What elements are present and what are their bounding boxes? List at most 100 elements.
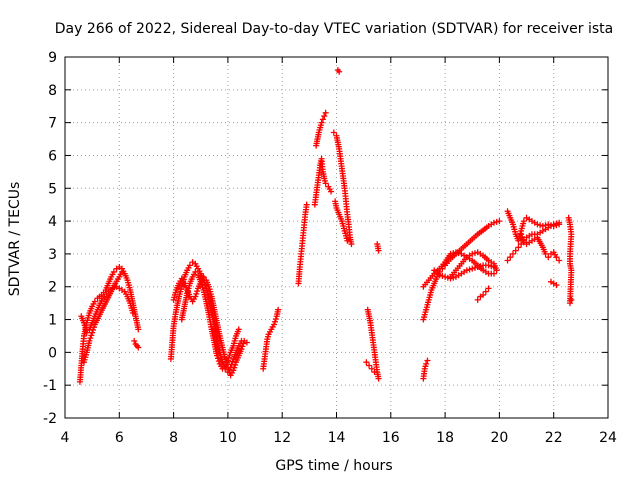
data-point bbox=[545, 221, 552, 228]
data-point bbox=[243, 339, 250, 346]
plot-frame bbox=[64, 56, 609, 419]
data-point bbox=[119, 268, 126, 275]
x-tick-label: 6 bbox=[115, 430, 124, 446]
data-point bbox=[539, 223, 546, 230]
data-point bbox=[344, 237, 351, 244]
data-point bbox=[469, 265, 476, 272]
data-point bbox=[197, 278, 204, 285]
data-point bbox=[507, 254, 514, 261]
data-point bbox=[322, 109, 329, 116]
x-tick-labels: 4 6 8 10 12 14 16 18 20 22 24 bbox=[61, 430, 617, 446]
grid-lines bbox=[65, 57, 608, 418]
chart-title: Day 266 of 2022, Sidereal Day-to-day VTE… bbox=[55, 21, 613, 37]
data-point bbox=[485, 285, 492, 292]
y-tick-label: 1 bbox=[48, 313, 57, 329]
data-point bbox=[463, 267, 470, 274]
data-point bbox=[542, 250, 549, 257]
data-point bbox=[214, 352, 221, 359]
x-tick-label: 24 bbox=[599, 430, 617, 446]
data-point bbox=[192, 268, 199, 275]
x-tick-label: 8 bbox=[169, 430, 178, 446]
x-tick-label: 20 bbox=[490, 430, 508, 446]
data-point bbox=[471, 250, 478, 257]
data-point bbox=[321, 113, 328, 120]
data-point bbox=[515, 244, 522, 251]
data-point bbox=[545, 254, 552, 261]
data-point bbox=[375, 375, 382, 382]
data-point bbox=[556, 257, 563, 264]
data-point bbox=[455, 250, 462, 257]
data-point bbox=[496, 218, 503, 225]
data-point bbox=[450, 250, 457, 257]
y-tick-label: 3 bbox=[48, 247, 57, 263]
data-point bbox=[135, 344, 142, 351]
x-axis-label: GPS time / hours bbox=[275, 458, 392, 474]
y-tick-label: 4 bbox=[48, 214, 57, 230]
data-point bbox=[239, 343, 246, 350]
data-point bbox=[490, 219, 497, 226]
data-point bbox=[447, 250, 454, 257]
y-axis-label: SDTVAR / TECUs bbox=[7, 182, 23, 297]
y-tick-label: 0 bbox=[48, 345, 57, 361]
data-point bbox=[534, 221, 541, 228]
data-point bbox=[86, 337, 93, 344]
data-point bbox=[520, 218, 527, 225]
data-point bbox=[224, 357, 231, 364]
x-tick-label: 14 bbox=[328, 430, 346, 446]
data-point bbox=[568, 296, 575, 303]
data-point bbox=[214, 355, 221, 362]
data-point bbox=[469, 250, 476, 257]
data-point bbox=[553, 254, 560, 261]
data-point bbox=[330, 129, 337, 136]
x-tick-label: 18 bbox=[436, 430, 454, 446]
data-point bbox=[474, 296, 481, 303]
data-point bbox=[518, 231, 525, 238]
data-point bbox=[198, 281, 205, 288]
data-point bbox=[231, 364, 238, 371]
x-tick-label: 22 bbox=[545, 430, 563, 446]
data-point bbox=[480, 291, 487, 298]
data-point bbox=[423, 360, 430, 367]
data-point bbox=[556, 221, 563, 228]
y-tick-label: 9 bbox=[48, 50, 57, 66]
y-tick-label: 2 bbox=[48, 280, 57, 296]
data-point bbox=[272, 315, 279, 322]
data-point bbox=[493, 218, 500, 225]
x-tick-label: 10 bbox=[219, 430, 237, 446]
data-point bbox=[519, 236, 526, 243]
data-point bbox=[566, 300, 573, 307]
y-tick-label: -1 bbox=[43, 378, 57, 394]
data-point bbox=[328, 188, 335, 195]
data-point bbox=[424, 357, 431, 364]
data-point bbox=[88, 332, 95, 339]
data-point bbox=[226, 352, 233, 359]
data-point bbox=[512, 247, 519, 254]
data-point bbox=[230, 367, 237, 374]
data-point bbox=[477, 263, 484, 270]
data-point bbox=[186, 262, 193, 269]
data-point bbox=[232, 361, 239, 368]
data-point bbox=[482, 288, 489, 295]
data-point bbox=[553, 222, 560, 229]
data-point bbox=[199, 284, 206, 291]
data-point bbox=[439, 273, 446, 280]
x-tick-label: 4 bbox=[61, 430, 70, 446]
y-tick-label: -2 bbox=[43, 411, 57, 427]
x-tick-label: 12 bbox=[273, 430, 291, 446]
data-point bbox=[504, 257, 511, 264]
data-point bbox=[542, 222, 549, 229]
data-point bbox=[368, 365, 375, 372]
data-point bbox=[271, 321, 278, 328]
y-tick-label: 5 bbox=[48, 181, 57, 197]
data-point bbox=[131, 337, 138, 344]
data-point bbox=[192, 293, 199, 300]
data-point bbox=[303, 201, 310, 208]
data-point bbox=[537, 222, 544, 229]
data-point bbox=[490, 270, 497, 277]
data-point bbox=[90, 326, 97, 333]
data-point bbox=[550, 223, 557, 230]
data-point bbox=[493, 267, 500, 274]
data-point bbox=[371, 369, 378, 376]
